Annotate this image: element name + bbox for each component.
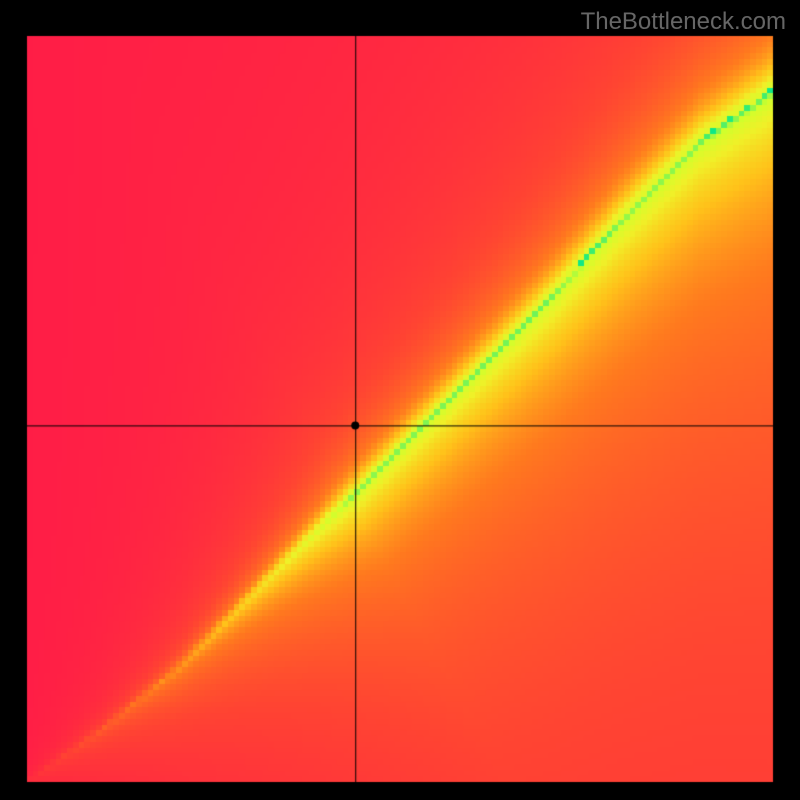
- watermark-label: TheBottleneck.com: [581, 8, 786, 36]
- bottleneck-heatmap: [0, 0, 800, 800]
